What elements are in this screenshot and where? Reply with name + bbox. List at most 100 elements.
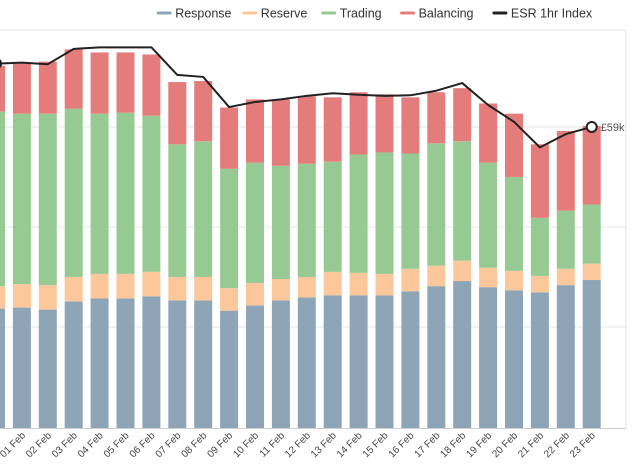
chart-bars — [0, 49, 601, 428]
bar-trading — [246, 162, 264, 284]
x-tick-label: 10 Feb — [231, 430, 261, 460]
bar-balancing — [64, 49, 83, 109]
esr-index-point — [585, 120, 598, 133]
x-tick-label: 06 Feb — [128, 430, 158, 460]
bar-balancing — [375, 94, 394, 153]
x-tick-label: 20 Feb — [490, 430, 520, 460]
bar-balancing — [401, 97, 420, 154]
legend-label: ESR 1hr Index — [511, 7, 593, 21]
x-tick-label: 03 Feb — [50, 430, 80, 460]
bar-response — [38, 309, 57, 428]
bar-reserve — [556, 268, 575, 286]
bar-balancing — [0, 65, 5, 112]
bar-response — [12, 307, 31, 428]
esr-index-line — [0, 46, 592, 149]
x-tick-label: 13 Feb — [309, 430, 339, 460]
bar-balancing — [271, 99, 290, 166]
bar-balancing — [349, 92, 368, 155]
x-tick-label: 19 Feb — [464, 430, 494, 460]
bar-balancing — [505, 113, 523, 177]
bar-response — [90, 298, 109, 428]
legend-item-response[interactable]: Response — [156, 7, 232, 21]
bar-trading — [297, 163, 316, 277]
bar-response — [453, 281, 472, 428]
bar-balancing — [168, 82, 187, 145]
bar-response — [64, 301, 83, 428]
bar-response — [427, 286, 446, 428]
bar-trading — [323, 161, 342, 272]
bar-response — [142, 296, 161, 428]
x-tick-label: 21 Feb — [516, 430, 546, 460]
bar-balancing — [297, 96, 316, 164]
legend-label: Balancing — [419, 7, 474, 21]
bar-balancing — [582, 125, 601, 205]
bar-response — [194, 300, 213, 428]
bar-trading — [194, 141, 213, 277]
bar-trading — [582, 204, 601, 264]
bar-trading — [530, 217, 549, 276]
bar-balancing — [323, 97, 342, 162]
bar-trading — [12, 113, 31, 285]
bar-reserve — [168, 276, 187, 301]
x-tick-label: 04 Feb — [76, 430, 106, 460]
bar-reserve — [375, 273, 394, 296]
bar-balancing — [530, 144, 549, 218]
bar-trading — [38, 113, 57, 286]
bar-response — [401, 291, 420, 428]
bar-reserve — [349, 272, 368, 296]
x-tick-label: 22 Feb — [542, 430, 572, 460]
bar-reserve — [0, 286, 5, 309]
x-tick-label: 09 Feb — [205, 430, 235, 460]
bar-reserve — [142, 271, 161, 297]
bar-balancing — [246, 99, 264, 163]
bar-response — [0, 308, 5, 428]
x-tick-label: 05 Feb — [102, 430, 132, 460]
legend-label: Response — [175, 7, 231, 21]
bar-balancing — [453, 88, 472, 142]
legend-item-reserve[interactable]: Reserve — [242, 7, 308, 21]
legend-label: Trading — [340, 7, 382, 21]
bar-response — [582, 280, 601, 428]
bar-reserve — [220, 288, 239, 311]
x-tick-label: 15 Feb — [361, 430, 391, 460]
bar-reserve — [12, 284, 31, 308]
bar-reserve — [530, 275, 549, 293]
bar-reserve — [453, 260, 472, 282]
x-tick-label: 07 Feb — [154, 430, 184, 460]
bar-reserve — [401, 268, 420, 292]
bar-trading — [556, 210, 575, 269]
x-tick-label: 23 Feb — [568, 430, 598, 460]
bar-trading — [90, 113, 109, 274]
bar-reserve — [194, 276, 213, 301]
bar-reserve — [323, 271, 342, 296]
legend-item-trading[interactable]: Trading — [321, 7, 382, 21]
bar-trading — [349, 154, 368, 273]
bar-trading — [505, 176, 523, 271]
bar-trading — [168, 144, 187, 277]
bar-balancing — [220, 107, 239, 169]
bar-trading — [375, 152, 394, 274]
x-tick-label: 12 Feb — [283, 430, 313, 460]
bar-reserve — [64, 276, 83, 302]
bar-response — [375, 295, 394, 428]
bar-reserve — [297, 276, 316, 298]
bar-reserve — [479, 267, 498, 288]
x-tick-label: 02 Feb — [24, 430, 54, 460]
bar-trading — [401, 153, 420, 269]
bar-response — [220, 310, 239, 428]
bar-reserve — [582, 263, 601, 281]
esr-index-point — [0, 59, 2, 69]
bar-trading — [64, 108, 83, 277]
bar-reserve — [246, 283, 264, 306]
legend-item-balancing[interactable]: Balancing — [400, 7, 474, 21]
legend-item-esr-1hr-index[interactable]: ESR 1hr Index — [492, 7, 593, 21]
bar-trading — [453, 141, 472, 261]
bar-response — [168, 300, 187, 428]
bar-balancing — [427, 92, 446, 144]
bar-response — [271, 300, 290, 428]
x-tick-label: 17 Feb — [413, 430, 443, 460]
x-tick-label: 14 Feb — [335, 430, 365, 460]
x-tick-label: 11 Feb — [258, 430, 288, 460]
bar-response — [116, 298, 135, 428]
bar-trading — [0, 111, 5, 287]
